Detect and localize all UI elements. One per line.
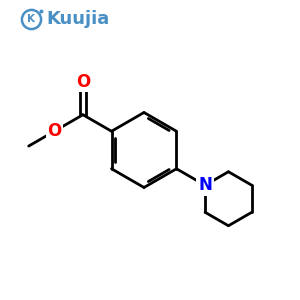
Text: K: K bbox=[28, 14, 35, 25]
Text: O: O bbox=[47, 122, 62, 140]
Text: Kuujia: Kuujia bbox=[46, 11, 110, 28]
Text: O: O bbox=[76, 73, 90, 91]
Text: N: N bbox=[198, 176, 212, 194]
